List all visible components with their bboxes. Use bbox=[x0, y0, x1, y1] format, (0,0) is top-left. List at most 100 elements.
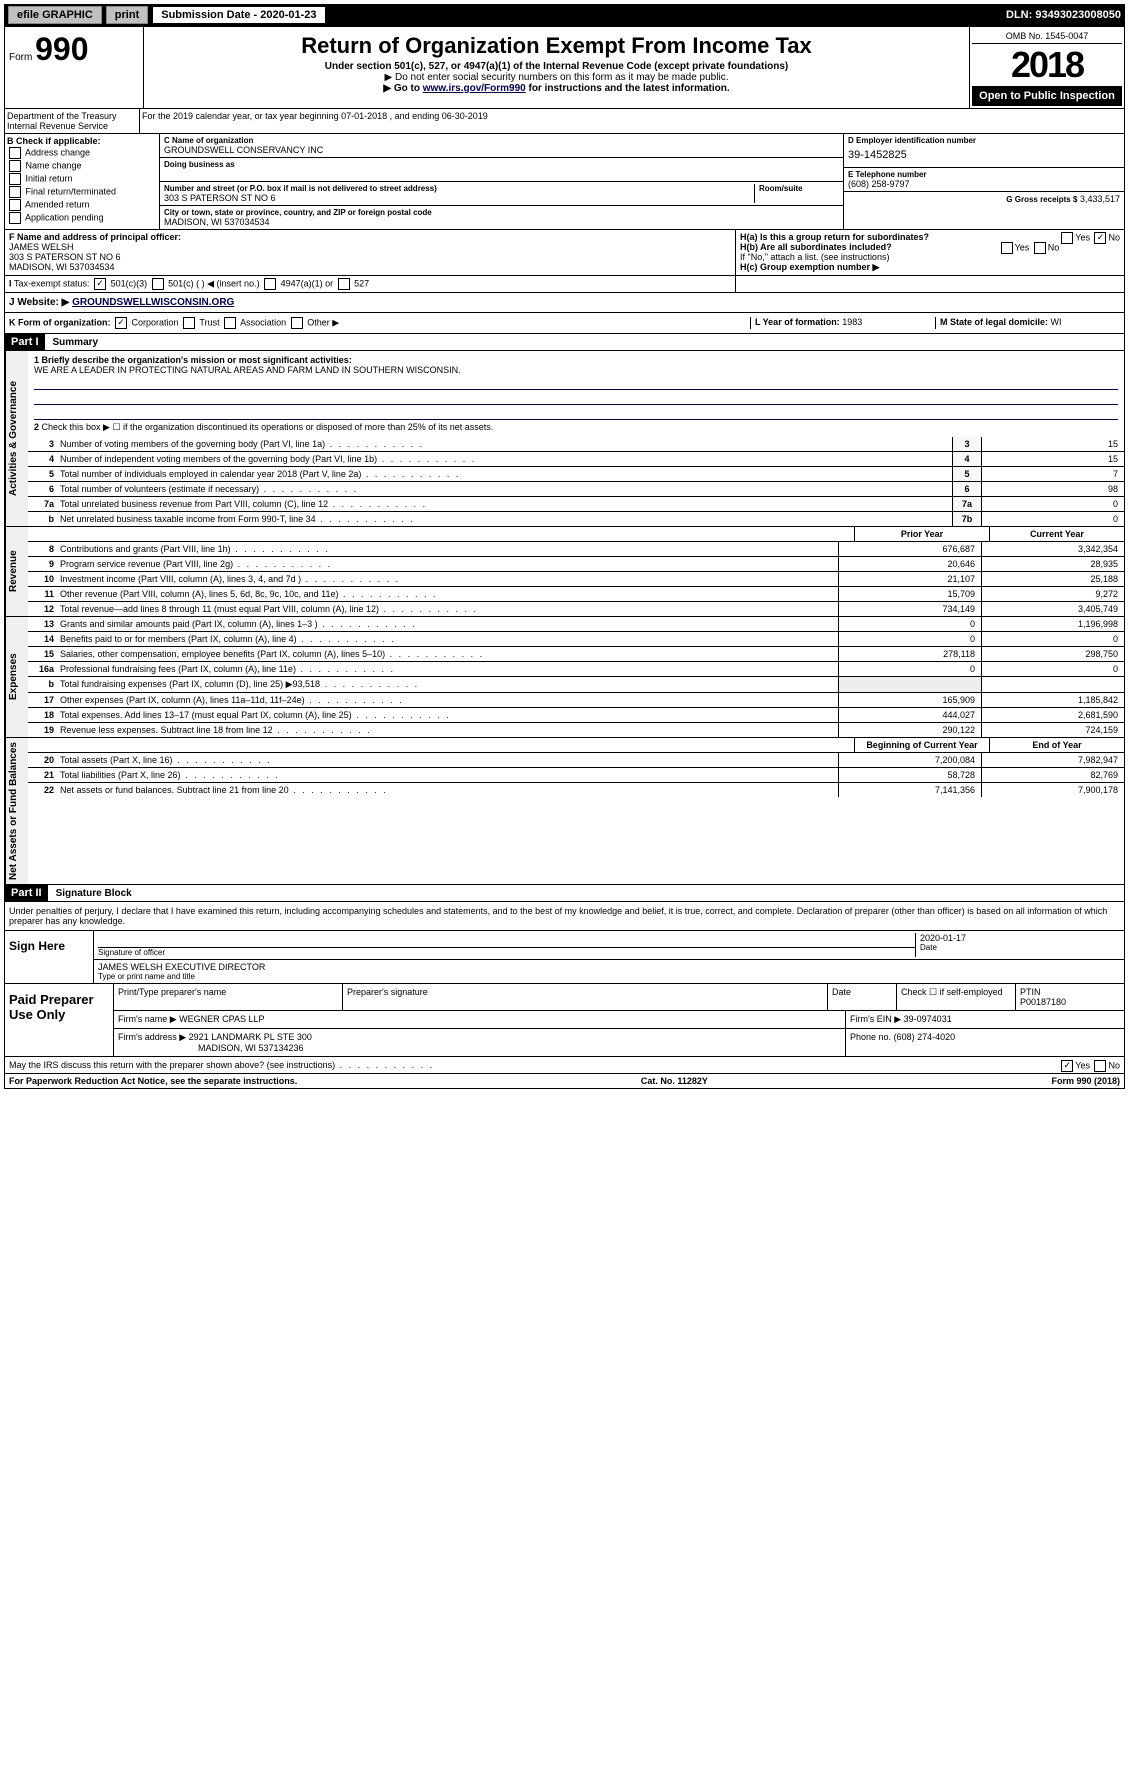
table-row: 16a Professional fundraising fees (Part … bbox=[28, 662, 1124, 677]
firm-ein: 39-0974031 bbox=[904, 1014, 952, 1024]
sign-date: 2020-01-17 bbox=[920, 933, 1120, 943]
table-row: 13 Grants and similar amounts paid (Part… bbox=[28, 617, 1124, 632]
year-formation: 1983 bbox=[842, 317, 862, 327]
net-section: Net Assets or Fund Balances Beginning of… bbox=[4, 738, 1125, 885]
firm-name: WEGNER CPAS LLP bbox=[179, 1014, 264, 1024]
table-row: 15 Salaries, other compensation, employe… bbox=[28, 647, 1124, 662]
table-row: 11 Other revenue (Part VIII, column (A),… bbox=[28, 587, 1124, 602]
org-city: MADISON, WI 537034534 bbox=[164, 217, 839, 227]
header-sub2: ▶ Do not enter social security numbers o… bbox=[148, 72, 965, 83]
irs-link[interactable]: www.irs.gov/Form990 bbox=[423, 83, 526, 94]
dept-box: Department of the Treasury Internal Reve… bbox=[5, 109, 140, 133]
form-number-box: Form 990 bbox=[5, 27, 144, 108]
perjury-text: Under penalties of perjury, I declare th… bbox=[5, 902, 1124, 930]
line-a: For the 2019 calendar year, or tax year … bbox=[142, 111, 488, 121]
form-prefix: Form bbox=[9, 52, 32, 63]
table-row: 21 Total liabilities (Part X, line 26) 5… bbox=[28, 768, 1124, 783]
gross-receipts: 3,433,517 bbox=[1080, 194, 1120, 204]
part2-title: Part II Signature Block bbox=[4, 885, 1125, 902]
omb: OMB No. 1545-0047 bbox=[972, 29, 1122, 44]
col-d: D Employer identification number 39-1452… bbox=[844, 134, 1124, 229]
top-bar: efile GRAPHIC print Submission Date - 20… bbox=[4, 4, 1125, 26]
print-button[interactable]: print bbox=[106, 6, 148, 24]
chk-527[interactable] bbox=[338, 278, 350, 290]
chk-other[interactable] bbox=[291, 317, 303, 329]
chk-amended[interactable]: Amended return bbox=[7, 199, 157, 211]
form-number: 990 bbox=[35, 31, 88, 67]
table-row: 18 Total expenses. Add lines 13–17 (must… bbox=[28, 708, 1124, 723]
part1-title: Part I Summary bbox=[4, 334, 1125, 351]
chk-initial[interactable]: Initial return bbox=[7, 173, 157, 185]
discuss-yes[interactable]: ✓ bbox=[1061, 1060, 1073, 1072]
table-row: 4 Number of independent voting members o… bbox=[28, 452, 1124, 467]
chk-trust[interactable] bbox=[183, 317, 195, 329]
chk-501c[interactable] bbox=[152, 278, 164, 290]
officer-name: JAMES WELSH EXECUTIVE DIRECTOR bbox=[98, 962, 1120, 972]
table-row: 14 Benefits paid to or for members (Part… bbox=[28, 632, 1124, 647]
chk-assoc[interactable] bbox=[224, 317, 236, 329]
open-to-public: Open to Public Inspection bbox=[972, 86, 1122, 106]
footer-left: For Paperwork Reduction Act Notice, see … bbox=[9, 1076, 297, 1086]
table-row: 20 Total assets (Part X, line 16) 7,200,… bbox=[28, 753, 1124, 768]
org-name: GROUNDSWELL CONSERVANCY INC bbox=[164, 145, 839, 155]
col-b: B Check if applicable: Address change Na… bbox=[5, 134, 160, 229]
table-row: 8 Contributions and grants (Part VIII, l… bbox=[28, 542, 1124, 557]
ein: 39-1452825 bbox=[848, 145, 1120, 165]
klm-row: K Form of organization: ✓ Corporation Tr… bbox=[4, 313, 1125, 334]
table-row: 22 Net assets or fund balances. Subtract… bbox=[28, 783, 1124, 797]
header: Form 990 Return of Organization Exempt F… bbox=[4, 26, 1125, 109]
table-row: 12 Total revenue—add lines 8 through 11 … bbox=[28, 602, 1124, 616]
dept-row: Department of the Treasury Internal Reve… bbox=[4, 109, 1125, 134]
j-row: J Website: ▶ GROUNDSWELLWISCONSIN.ORG bbox=[4, 293, 1125, 313]
col-h: H(a) Is this a group return for subordin… bbox=[736, 230, 1124, 275]
table-row: 19 Revenue less expenses. Subtract line … bbox=[28, 723, 1124, 737]
website-link[interactable]: GROUNDSWELLWISCONSIN.ORG bbox=[72, 297, 234, 308]
dln: DLN: 93493023008050 bbox=[1006, 9, 1121, 21]
firm-phone: (608) 274-4020 bbox=[894, 1032, 956, 1042]
header-sub3: ▶ Go to www.irs.gov/Form990 for instruct… bbox=[148, 83, 965, 94]
table-row: 5 Total number of individuals employed i… bbox=[28, 467, 1124, 482]
org-address: 303 S PATERSON ST NO 6 bbox=[164, 193, 754, 203]
table-row: b Net unrelated business taxable income … bbox=[28, 512, 1124, 526]
chk-final[interactable]: Final return/terminated bbox=[7, 186, 157, 198]
table-row: 9 Program service revenue (Part VIII, li… bbox=[28, 557, 1124, 572]
firm-addr1: 2921 LANDMARK PL STE 300 bbox=[189, 1032, 312, 1042]
tax-year: 2018 bbox=[972, 44, 1122, 86]
state-domicile: WI bbox=[1051, 317, 1062, 327]
ptin: P00187180 bbox=[1020, 997, 1120, 1007]
table-row: b Total fundraising expenses (Part IX, c… bbox=[28, 677, 1124, 693]
table-row: 7a Total unrelated business revenue from… bbox=[28, 497, 1124, 512]
chk-pending[interactable]: Application pending bbox=[7, 212, 157, 224]
exp-section: Expenses 13 Grants and similar amounts p… bbox=[4, 617, 1125, 738]
chk-4947[interactable] bbox=[264, 278, 276, 290]
rev-section: Revenue Prior Year Current Year 8 Contri… bbox=[4, 527, 1125, 617]
col-c: C Name of organization GROUNDSWELL CONSE… bbox=[160, 134, 844, 229]
phone: (608) 258-9797 bbox=[848, 179, 1120, 189]
table-row: 10 Investment income (Part VIII, column … bbox=[28, 572, 1124, 587]
header-sub1: Under section 501(c), 527, or 4947(a)(1)… bbox=[148, 61, 965, 72]
paid-preparer-label: Paid Preparer Use Only bbox=[5, 984, 114, 1056]
footer-mid: Cat. No. 11282Y bbox=[641, 1076, 708, 1086]
footer: For Paperwork Reduction Act Notice, see … bbox=[4, 1074, 1125, 1089]
entity-block: B Check if applicable: Address change Na… bbox=[4, 134, 1125, 230]
chk-name[interactable]: Name change bbox=[7, 160, 157, 172]
discuss-no[interactable] bbox=[1094, 1060, 1106, 1072]
efile-button[interactable]: efile GRAPHIC bbox=[8, 6, 102, 24]
chk-address[interactable]: Address change bbox=[7, 147, 157, 159]
firm-addr2: MADISON, WI 537134236 bbox=[118, 1043, 304, 1053]
table-row: 3 Number of voting members of the govern… bbox=[28, 437, 1124, 452]
chk-corp[interactable]: ✓ bbox=[115, 317, 127, 329]
footer-right: Form 990 (2018) bbox=[1051, 1076, 1120, 1086]
chk-501c3[interactable]: ✓ bbox=[94, 278, 106, 290]
i-row: I Tax-exempt status: ✓ 501(c)(3) 501(c) … bbox=[4, 276, 1125, 293]
table-row: 6 Total number of volunteers (estimate i… bbox=[28, 482, 1124, 497]
sign-here: Sign Here bbox=[5, 931, 94, 983]
table-row: 17 Other expenses (Part IX, column (A), … bbox=[28, 693, 1124, 708]
form-title: Return of Organization Exempt From Incom… bbox=[148, 33, 965, 59]
mission-text: WE ARE A LEADER IN PROTECTING NATURAL AR… bbox=[34, 365, 1118, 375]
signature-block: Under penalties of perjury, I declare th… bbox=[4, 902, 1125, 1074]
header-center: Return of Organization Exempt From Incom… bbox=[144, 27, 969, 108]
year-box: OMB No. 1545-0047 2018 Open to Public In… bbox=[969, 27, 1124, 108]
submission-date: Submission Date - 2020-01-23 bbox=[152, 6, 325, 24]
tax-year-line: For the 2019 calendar year, or tax year … bbox=[140, 109, 1124, 133]
